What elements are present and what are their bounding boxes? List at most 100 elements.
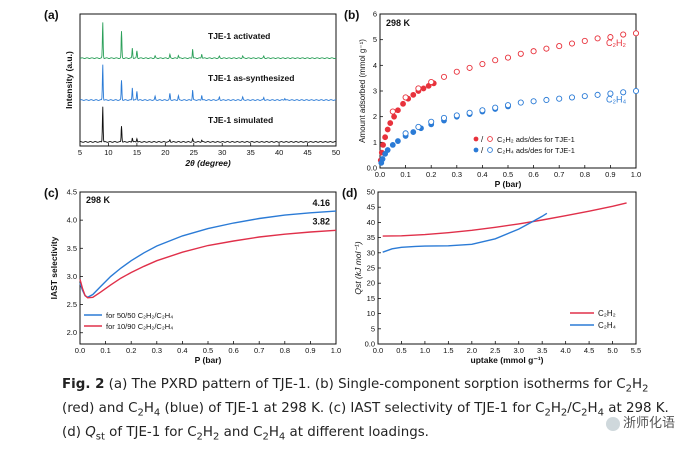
x-tick-label: 0.9 (605, 170, 615, 179)
qst-curve (382, 202, 627, 237)
y-tick-label: 4 (373, 61, 377, 70)
temperature-annotation: 298 K (386, 18, 411, 28)
x-axis-title: uptake (mmol g⁻¹) (471, 355, 544, 365)
desorption-point (504, 102, 512, 109)
legend-slash: / (481, 135, 484, 144)
x-tick-label: 0.1 (100, 346, 110, 355)
legend-open-marker (487, 136, 493, 142)
series-label: TJE-1 simulated (208, 115, 273, 125)
x-tick-label: 15 (133, 148, 141, 157)
legend-filled-marker (473, 147, 479, 153)
desorption-point (479, 61, 486, 68)
x-tick-label: 0.6 (528, 170, 538, 179)
x-tick-label: 30 (218, 148, 226, 157)
series-end-label: C₂H₂ (606, 38, 626, 48)
chart-d: (d) 0.0 0.5 1.0 1.5 2.0 2.5 3.0 3.5 4.0 4.5 5.0 5.5 0… (342, 186, 641, 365)
y-tick-label: 4.0 (67, 216, 77, 225)
y-tick-label: 0.0 (365, 340, 375, 349)
adsorption-point (379, 156, 386, 162)
x-axis-title: P (bar) (495, 179, 522, 189)
figure-caption: Fig. 2 (a) The PXRD pattern of TJE-1. (b… (62, 375, 677, 448)
x-tick-label: 0.6 (228, 346, 238, 355)
y-tick-label: 25 (367, 264, 375, 273)
x-tick-label: 35 (246, 148, 254, 157)
watermark-text: 浙师化语 (622, 416, 675, 431)
desorption-point (556, 95, 563, 102)
adsorption-point (380, 141, 386, 148)
y-tick-label: 20 (367, 279, 375, 288)
x-tick-label: 25 (190, 148, 198, 157)
panel-label: (d) (342, 186, 357, 200)
adsorption-point (384, 126, 391, 133)
adsorption-point (382, 134, 389, 141)
adsorption-point (391, 113, 397, 120)
x-tick-label: 0.1 (400, 170, 410, 179)
y-tick-label: 3.5 (67, 244, 77, 253)
legend-slash: / (481, 146, 484, 155)
y-axis-title: IAST selectivity (49, 236, 59, 299)
y-tick-label: 40 (367, 218, 375, 227)
desorption-point (402, 130, 409, 137)
y-tick-label: 3 (373, 87, 377, 96)
y-tick-label: 50 (367, 188, 375, 197)
x-tick-label: 10 (104, 148, 112, 157)
y-tick-label: 2.0 (67, 328, 77, 337)
legend-filled-marker (473, 136, 479, 142)
panel-label: (a) (44, 8, 59, 22)
desorption-point (415, 123, 422, 130)
wechat-icon (605, 416, 620, 431)
x-tick-label: 5.5 (631, 346, 641, 355)
x-tick-label: 5 (78, 148, 82, 157)
desorption-point (428, 78, 435, 86)
legend-entry: C₂H₄ ads/des for TJE-1 (497, 146, 575, 155)
desorption-point (402, 94, 409, 101)
selectivity-curve (79, 210, 337, 299)
desorption-point (620, 89, 627, 96)
x-tick-label: 1.5 (443, 346, 453, 355)
x-tick-label: 0.7 (254, 346, 264, 355)
y-axis-title: Intensity (a.u.) (64, 51, 74, 109)
desorption-point (594, 91, 601, 98)
y-tick-label: 15 (367, 294, 375, 303)
legend-open-marker (487, 147, 493, 153)
x-tick-label: 2.0 (467, 346, 477, 355)
pxrd-trace (79, 22, 337, 59)
caption-lead: Fig. 2 (62, 377, 105, 392)
selectivity-curve (79, 229, 337, 299)
end-value-label: 4.16 (312, 198, 330, 208)
desorption-point (568, 40, 576, 47)
y-tick-label: 45 (367, 203, 375, 212)
desorption-point (581, 93, 588, 100)
qst-curve (382, 212, 548, 253)
desorption-point (440, 114, 448, 121)
desorption-point (517, 50, 524, 57)
series-end-label: C₂H₄ (606, 95, 626, 105)
desorption-point (453, 112, 460, 119)
adsorption-point (395, 107, 401, 114)
x-tick-label: 1.0 (420, 346, 430, 355)
legend-entry: C₂H₄ (598, 321, 616, 330)
x-tick-label: 0.2 (426, 170, 436, 179)
y-tick-label: 30 (367, 248, 375, 257)
desorption-point (568, 94, 576, 101)
desorption-point (440, 73, 448, 80)
y-tick-label: 0.0 (367, 164, 377, 173)
desorption-point (389, 108, 396, 115)
caption-body: (a) The PXRD pattern of TJE-1. (b) Singl… (62, 377, 669, 444)
adsorption-point (389, 141, 396, 148)
x-tick-label: 45 (303, 148, 311, 157)
x-tick-label: 3.0 (514, 346, 524, 355)
x-tick-label: 0.0 (375, 170, 385, 179)
y-tick-label: 4.5 (67, 188, 77, 197)
panel-label: (c) (44, 186, 59, 200)
x-tick-label: 0.4 (477, 170, 487, 179)
legend-entry: for 10/90 C₂H₂/C₂H₄ (106, 322, 173, 331)
pxrd-trace (79, 64, 336, 101)
desorption-point (556, 43, 563, 50)
chart-a: (a) 5 10 15 20 25 30 35 40 45 50 2θ (degree) Intensi… (44, 8, 340, 168)
x-tick-label: 20 (161, 148, 169, 157)
y-tick-label: 3.0 (67, 272, 77, 281)
adsorption-point (395, 138, 401, 144)
desorption-point (543, 45, 550, 52)
legend-entry: C₂H₂ ads/des for TJE-1 (497, 135, 575, 144)
